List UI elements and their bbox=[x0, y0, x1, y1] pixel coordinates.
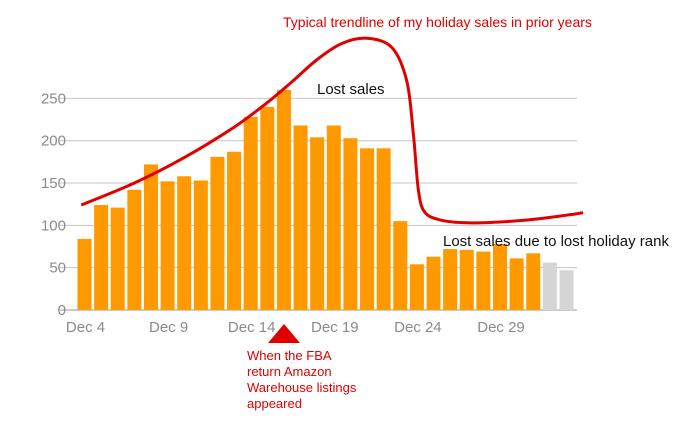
bar bbox=[426, 256, 441, 310]
bar bbox=[143, 164, 158, 310]
y-tick-label: 100 bbox=[41, 217, 66, 234]
trendline-label: Typical trendline of my holiday sales in… bbox=[283, 14, 592, 30]
bar bbox=[94, 205, 109, 310]
bar bbox=[310, 137, 325, 310]
fba-annotation-line-2: return Amazon bbox=[247, 364, 332, 379]
bar bbox=[493, 243, 507, 310]
bar bbox=[542, 262, 557, 310]
x-axis-ticks: Dec 4 Dec 9 Dec 14 Dec 19 Dec 24 Dec 29 bbox=[66, 319, 525, 336]
x-tick-label: Dec 19 bbox=[311, 319, 359, 336]
bar bbox=[210, 156, 225, 310]
x-tick-label: Dec 4 bbox=[66, 319, 105, 336]
fba-marker-triangle bbox=[268, 324, 300, 343]
y-axis-ticks: 0 50 100 150 200 250 bbox=[41, 90, 66, 319]
trendline bbox=[80, 36, 584, 225]
y-tick-label: 50 bbox=[49, 260, 66, 277]
bar bbox=[276, 89, 291, 310]
lost-sales-label: Lost sales bbox=[317, 81, 385, 98]
x-tick-label: Dec 24 bbox=[394, 319, 442, 336]
bar bbox=[260, 106, 275, 310]
bar bbox=[193, 180, 208, 310]
bar bbox=[127, 189, 142, 310]
bar bbox=[443, 249, 458, 310]
y-tick-label: 0 bbox=[58, 302, 66, 319]
bar bbox=[476, 251, 491, 310]
bar bbox=[160, 181, 175, 310]
bars bbox=[77, 89, 574, 311]
bar bbox=[526, 253, 541, 310]
bar bbox=[326, 125, 341, 310]
bar bbox=[459, 249, 474, 310]
bar bbox=[227, 151, 242, 310]
x-tick-label: Dec 29 bbox=[477, 319, 525, 336]
bar bbox=[343, 138, 358, 310]
y-tick-label: 250 bbox=[41, 90, 66, 107]
bar bbox=[360, 148, 375, 310]
bar bbox=[110, 207, 125, 310]
x-tick-label: Dec 9 bbox=[149, 319, 188, 336]
bar bbox=[177, 176, 192, 310]
bar bbox=[559, 270, 574, 310]
bar bbox=[293, 125, 308, 310]
bar bbox=[393, 221, 408, 310]
fba-annotation-line-4: appeared bbox=[247, 396, 302, 411]
fba-annotation-line-3: Warehouse listings bbox=[247, 380, 357, 395]
lost-rank-label: Lost sales due to lost holiday rank bbox=[443, 233, 669, 250]
bar bbox=[409, 264, 424, 310]
x-tick-label: Dec 14 bbox=[228, 319, 276, 336]
bar bbox=[243, 117, 258, 311]
bar bbox=[509, 258, 524, 310]
y-tick-label: 150 bbox=[41, 175, 66, 192]
fba-annotation-line-1: When the FBA bbox=[247, 348, 332, 363]
bar bbox=[376, 148, 391, 310]
y-tick-label: 200 bbox=[41, 133, 66, 150]
bar bbox=[77, 238, 92, 310]
